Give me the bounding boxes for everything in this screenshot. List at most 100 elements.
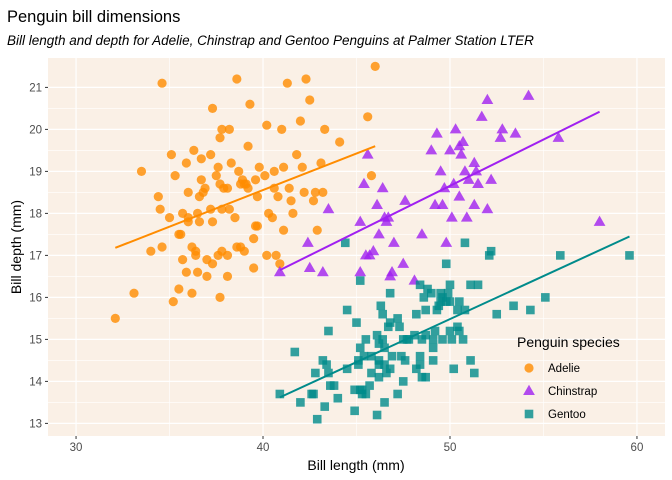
adelie-point [215,292,225,302]
adelie-point [230,213,240,223]
gentoo-point [329,381,339,390]
chinstrap-point [462,173,475,184]
gentoo-legend-key [524,409,534,419]
adelie-point [273,192,283,202]
adelie-point [146,246,156,256]
y-tick-label: 16 [29,292,42,304]
gentoo-point [296,398,305,407]
adelie-point [164,213,175,223]
chinstrap-point [367,245,380,256]
gentoo-point [458,335,468,344]
chinstrap-point [494,131,507,142]
legend-items: Adelie Chinstrap Gentoo [523,363,597,421]
adelie-point [157,242,167,252]
chinstrap-point [472,177,484,189]
gentoo-point [367,368,376,378]
adelie-point [176,229,186,239]
adelie-point [305,95,315,105]
gentoo-point [333,393,343,403]
y-tick-label: 21 [29,82,42,94]
adelie-point [254,162,264,172]
chinstrap-point [316,266,329,277]
gentoo-point [372,410,382,420]
adelie-point [207,217,218,227]
adelie-point [316,158,326,168]
gentoo-point [365,381,374,390]
adelie-point [136,166,147,176]
gentoo-point [312,414,322,424]
adelie-point [129,288,139,298]
gentoo-point [555,251,565,260]
gentoo-point [419,293,429,302]
adelie-point [187,288,197,298]
adelie-point [206,150,216,160]
y-axis-label: Bill depth (mm) [8,200,24,294]
adelie-point [196,175,206,185]
gentoo-point [415,280,425,290]
adelie-point [301,74,311,84]
adelie-point [200,183,210,193]
adelie-point [166,150,176,160]
gentoo-point [466,280,475,290]
adelie-point [110,313,120,323]
chinstrap-point [425,144,438,155]
chinstrap-point [444,144,456,155]
gentoo-point [355,343,365,353]
adelie-point [224,204,234,214]
adelie-point [207,259,218,269]
adelie-point [245,99,255,109]
adelie-point [170,171,180,181]
chinstrap-point [434,165,447,176]
gentoo-point [426,288,436,298]
adelie-point [224,124,234,134]
gentoo-point [378,309,387,319]
gentoo-point [380,398,389,407]
gentoo-point [350,385,359,395]
adelie-point [299,187,309,197]
gentoo-point [541,293,550,302]
y-tick-label: 14 [29,376,42,388]
gentoo-point [400,356,410,365]
adelie-point [215,133,225,143]
adelie-point [278,162,289,172]
y-tick-label: 19 [29,166,42,178]
chinstrap-point [354,215,367,226]
gentoo-point [445,280,455,290]
gentoo-point [361,389,371,399]
chinstrap-point [273,266,286,277]
gentoo-point [492,309,502,319]
gentoo-point [322,360,331,369]
x-axis-label: Bill length (mm) [307,457,404,473]
adelie-point [226,158,236,168]
gentoo-point [428,335,438,344]
chinstrap-point [481,93,494,105]
adelie-point [232,74,242,84]
gentoo-point [486,246,496,256]
gentoo-point [398,377,408,386]
x-tick-label: 60 [631,442,644,454]
adelie-point [157,78,167,88]
chinstrap-point [376,182,389,193]
gentoo-point [421,305,430,315]
chinstrap-point [436,198,449,210]
chinstrap-point [522,89,535,100]
adelie-point [308,196,319,206]
chinstrap-point [509,127,522,138]
adelie-point [282,78,292,88]
gentoo-point [342,305,352,315]
gentoo-point [350,406,359,416]
legend-title: Penguin species [517,334,620,350]
gentoo-point [395,322,404,332]
adelie-point [335,137,345,147]
chinstrap-point [459,165,471,176]
x-tick-label: 30 [70,442,83,454]
adelie-point [211,171,221,181]
adelie-point [249,263,259,273]
gentoo-point [324,368,333,378]
adelie-point [178,255,188,265]
adelie-point [363,112,373,122]
chinstrap-point [322,203,335,214]
chinstrap-point [593,215,606,226]
y-tick-label: 20 [29,124,42,136]
